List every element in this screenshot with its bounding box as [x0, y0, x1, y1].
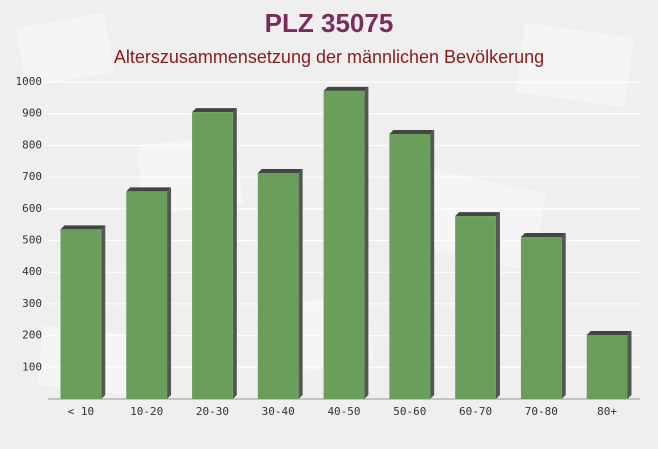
y-tick-label: 700 — [22, 170, 42, 183]
bar — [520, 237, 562, 399]
bar-top — [389, 129, 435, 134]
bar-top — [60, 225, 106, 230]
y-tick-label: 1000 — [16, 75, 43, 88]
bar-side — [167, 187, 172, 399]
bar-side — [561, 233, 566, 399]
x-tick-label: < 10 — [68, 405, 95, 418]
x-tick-label: 40-50 — [327, 405, 360, 418]
y-tick-label: 800 — [22, 138, 42, 151]
bar-top — [455, 212, 500, 217]
bar — [323, 90, 365, 399]
x-tick-label: 60-70 — [459, 405, 492, 418]
x-tick-label: 70-80 — [525, 405, 558, 418]
x-tick-label: 20-30 — [196, 405, 229, 418]
bar-top — [520, 233, 566, 238]
bar — [126, 191, 168, 399]
bar-top — [192, 108, 237, 113]
bar — [257, 172, 299, 399]
x-tick-label: 50-60 — [393, 405, 426, 418]
bar — [192, 112, 233, 400]
bar-top — [126, 187, 172, 192]
y-tick-label: 400 — [22, 265, 42, 278]
bar-top — [586, 330, 632, 335]
y-tick-label: 200 — [22, 329, 42, 342]
x-tick-label: 10-20 — [130, 405, 163, 418]
bar-side — [232, 108, 237, 400]
bar — [586, 334, 628, 399]
chart-subtitle: Alterszusammensetzung der männlichen Bev… — [114, 47, 544, 67]
bar-side — [298, 168, 303, 399]
bar-side — [627, 330, 632, 399]
y-tick-label: 300 — [22, 297, 42, 310]
bar-top — [323, 86, 369, 91]
bar — [455, 216, 496, 399]
y-tick-label: 500 — [22, 234, 42, 247]
y-tick-label: 900 — [22, 107, 42, 120]
bar-side — [364, 86, 369, 399]
bar-side — [495, 212, 500, 399]
x-tick-label: 30-40 — [262, 405, 295, 418]
bar-side — [101, 225, 106, 399]
x-tick-label: 80+ — [597, 405, 617, 418]
bar — [389, 133, 431, 399]
y-tick-label: 100 — [22, 360, 42, 373]
bar — [60, 229, 102, 399]
bar-top — [257, 168, 303, 173]
chart-title: PLZ 35075 — [265, 8, 394, 38]
bar-side — [430, 129, 435, 399]
y-tick-label: 600 — [22, 202, 42, 215]
